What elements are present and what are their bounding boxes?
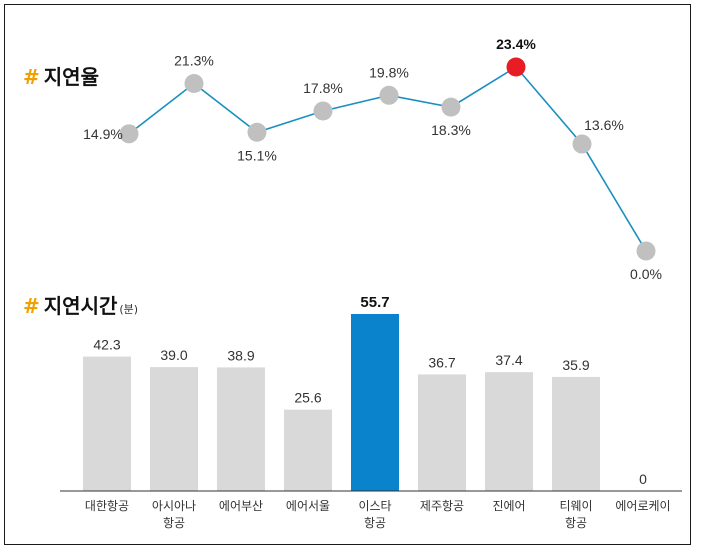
x-tick-label: 항공	[565, 516, 587, 530]
delay-value-label: 39.0	[160, 347, 187, 363]
rate-point	[184, 74, 204, 94]
rate-label: 19.8%	[369, 64, 409, 80]
x-tick-label: 에어서울	[286, 499, 330, 513]
line-chart: 14.9% 21.3% 15.1% 17.8% 19.8% 18.3% 23.4% 13.6%…	[83, 36, 662, 282]
delay-bar	[552, 376, 600, 491]
delay-value-label: 36.7	[428, 354, 455, 370]
delay-bar	[418, 374, 466, 491]
line-chart-title: # 지연율	[23, 61, 99, 90]
delay-value-label: 37.4	[495, 352, 522, 368]
rate-point	[313, 101, 333, 121]
x-tick-label: 에어로케이	[615, 499, 670, 513]
bar-chart-unit: (분)	[119, 303, 139, 316]
x-tick-label: 티웨이	[559, 499, 592, 513]
x-tick-label: 에어부산	[219, 499, 263, 513]
delay-bar	[83, 356, 131, 491]
rate-label: 0.0%	[630, 266, 662, 282]
x-tick-label: 대한항공	[85, 499, 129, 513]
delay-value-label: 35.9	[562, 357, 589, 373]
rate-label: 15.1%	[237, 147, 277, 163]
line-chart-title-text: 지연율	[43, 65, 99, 89]
rate-label: 17.8%	[303, 80, 343, 96]
delay-bar	[150, 367, 198, 491]
rate-label: 13.6%	[584, 117, 624, 133]
delay-value-label: 55.7	[360, 294, 389, 311]
hash-icon: #	[23, 294, 40, 318]
rate-label: 23.4%	[496, 36, 536, 52]
delay-value-label: 0	[639, 471, 647, 487]
rate-point	[379, 85, 399, 105]
x-tick-label: 이스타	[358, 499, 391, 513]
x-tick-label: 아시아나	[152, 499, 196, 513]
rate-point	[636, 241, 656, 261]
delay-bar	[217, 367, 265, 491]
bar-chart-title: # 지연시간 (분)	[23, 290, 138, 319]
bar-chart-title-text: 지연시간	[43, 294, 118, 318]
x-tick-label: 제주항공	[420, 499, 464, 513]
delay-bar	[284, 409, 332, 491]
delay-bar	[351, 314, 399, 491]
rate-label: 18.3%	[431, 122, 471, 138]
delay-value-label: 42.3	[93, 337, 120, 353]
rate-point	[441, 97, 461, 117]
rate-label: 14.9%	[83, 126, 123, 142]
rate-point	[247, 122, 267, 142]
delay-bar	[485, 372, 533, 491]
bar-chart: 42.3 39.0 38.9 25.6 55.7 36.7 37.4 35.9 0 대한항공 아시아…	[60, 294, 682, 530]
delay-value-label: 38.9	[227, 347, 254, 363]
hash-icon: #	[23, 65, 40, 89]
x-tick-label: 항공	[364, 516, 386, 530]
x-tick-label: 항공	[163, 516, 185, 530]
rate-label: 21.3%	[174, 53, 214, 69]
delay-value-label: 25.6	[294, 390, 321, 406]
x-tick-label: 진에어	[492, 499, 525, 513]
rate-point	[572, 134, 592, 154]
rate-point	[506, 57, 526, 77]
rate-point	[119, 124, 139, 144]
